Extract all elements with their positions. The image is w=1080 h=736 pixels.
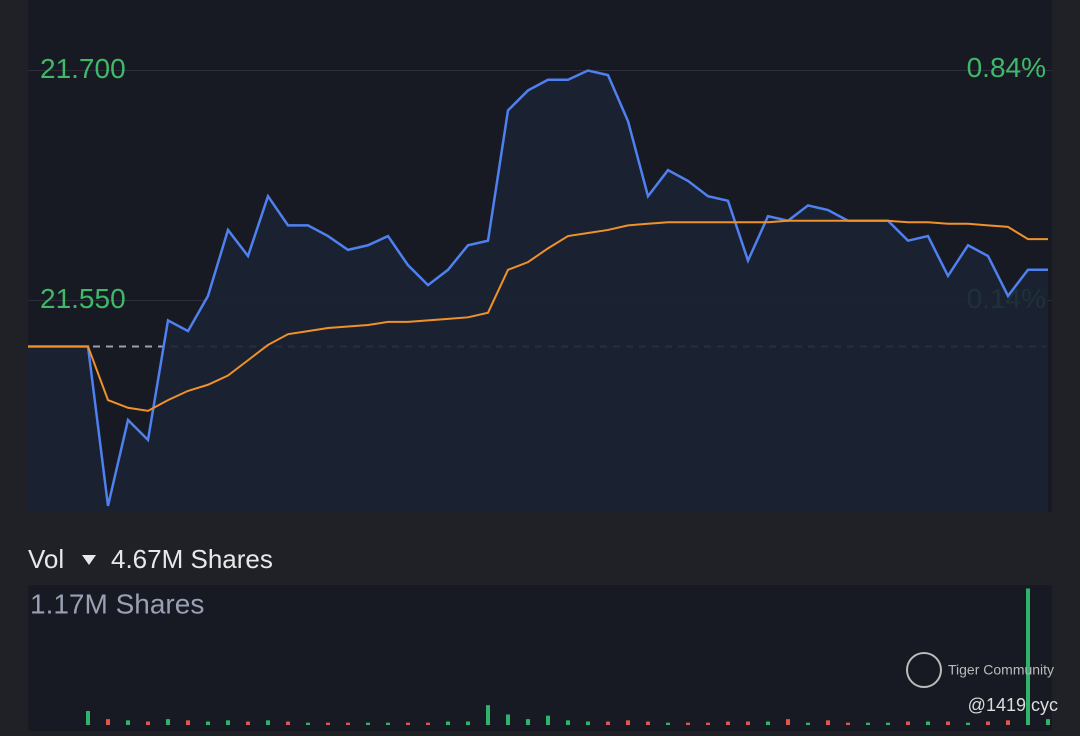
volume-bar	[426, 722, 430, 725]
volume-bar	[286, 721, 290, 725]
volume-bar	[746, 721, 750, 725]
volume-bar	[266, 720, 270, 725]
volume-bar	[306, 722, 310, 725]
volume-bar	[506, 714, 510, 725]
volume-bar	[526, 719, 530, 725]
volume-tick-label: 1.17M Shares	[30, 588, 204, 619]
volume-bar	[106, 719, 110, 725]
volume-bar	[166, 719, 170, 725]
volume-bar	[986, 721, 990, 725]
volume-bar	[1046, 719, 1050, 725]
volume-bar	[586, 721, 590, 725]
volume-bar	[886, 722, 890, 725]
volume-bar	[946, 721, 950, 725]
volume-bar	[906, 721, 910, 725]
volume-bar	[446, 721, 450, 725]
volume-bar	[1006, 720, 1010, 725]
watermark-brand: Tiger Community	[948, 662, 1054, 678]
series-line	[28, 219, 1048, 412]
watermark-logo	[906, 652, 942, 688]
volume-bar	[466, 721, 470, 725]
volume-bar	[226, 720, 230, 725]
volume-bar	[606, 721, 610, 725]
volume-bar	[486, 705, 490, 725]
volume-bar	[646, 721, 650, 725]
volume-bar	[666, 722, 670, 725]
volume-bar	[326, 722, 330, 725]
volume-panel	[28, 585, 1052, 731]
volume-bar	[766, 721, 770, 725]
y2-tick-label: 0.84%	[967, 52, 1046, 83]
volume-bar	[146, 721, 150, 725]
volume-bar	[826, 720, 830, 725]
volume-bar	[686, 722, 690, 725]
volume-bar	[246, 721, 250, 725]
price-area	[28, 70, 1048, 513]
volume-bar	[626, 720, 630, 725]
volume-bar	[1026, 588, 1030, 725]
volume-bar	[926, 721, 930, 725]
volume-bar	[966, 722, 970, 725]
volume-label[interactable]: Vol	[28, 544, 64, 574]
volume-bar	[806, 722, 810, 725]
volume-bar	[186, 720, 190, 725]
volume-bar	[726, 721, 730, 725]
volume-total: 4.67M Shares	[111, 544, 273, 574]
watermark-user: @1419 cyc	[968, 695, 1058, 715]
volume-bar	[546, 715, 550, 725]
y-tick-label: 21.550	[40, 283, 126, 314]
volume-bar	[706, 722, 710, 725]
dropdown-arrow[interactable]	[82, 555, 96, 565]
volume-bar	[346, 722, 350, 725]
volume-bar	[366, 722, 370, 725]
volume-bar	[86, 711, 90, 725]
volume-bar	[406, 722, 410, 725]
y-tick-label: 21.700	[40, 53, 126, 84]
volume-bar	[566, 720, 570, 725]
volume-bar	[866, 722, 870, 725]
volume-bar	[126, 720, 130, 725]
volume-bar	[846, 722, 850, 725]
volume-bar	[206, 721, 210, 725]
volume-bar	[786, 719, 790, 725]
volume-bar	[386, 722, 390, 725]
